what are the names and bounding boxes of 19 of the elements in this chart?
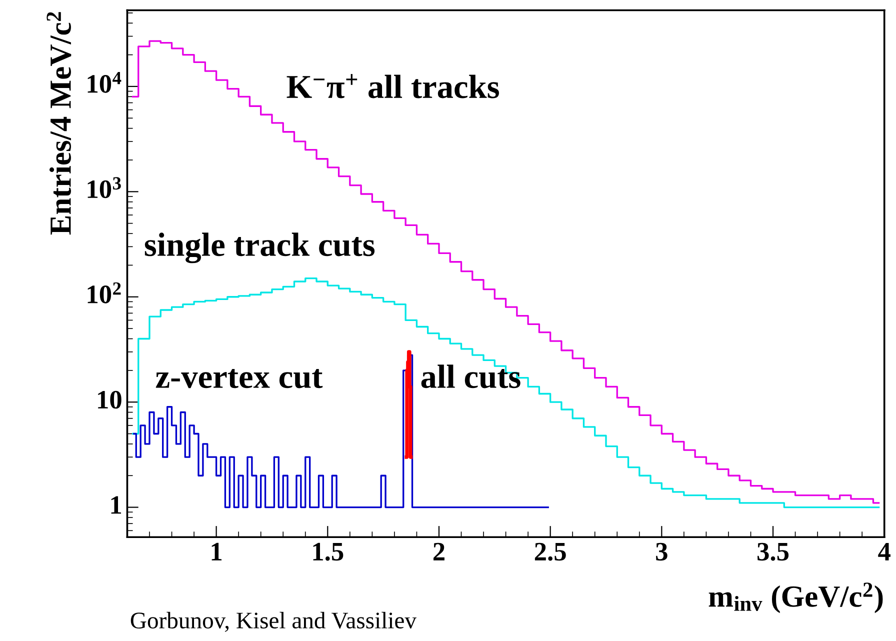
text: Gorbunov, Kisel and Vassiliev xyxy=(130,612,417,632)
x-tick-label: 1 xyxy=(212,542,222,560)
y-tick-label: 10$^{2}$ xyxy=(88,282,121,304)
y-tick-label: 10$^{4}$ xyxy=(88,72,122,93)
x-tick-label: 4 xyxy=(878,542,890,560)
x-tick-label: 3 xyxy=(656,542,668,561)
y-tick-label: 10$^{3}$ xyxy=(88,177,121,198)
x-tick-label: 3.5 xyxy=(758,542,789,561)
x-tick-label: 2 xyxy=(434,542,444,560)
annotation: z-vertex cut xyxy=(156,369,323,388)
annotation: all cuts xyxy=(421,364,520,388)
x-tick-label: 1.5 xyxy=(313,542,344,561)
annotation: single track cuts xyxy=(144,232,375,264)
y-tick-label: 10 xyxy=(98,390,122,409)
y-axis-title: Entries/4 MeV/c$^{2}$ xyxy=(46,12,72,235)
x-axis-title: m$_{inv}$ (GeV/c$^{2}$) xyxy=(708,582,883,614)
y-tick-label: 1 xyxy=(111,496,122,514)
x-tick-label: 2.5 xyxy=(534,542,566,561)
annotation: K$^{−}$π$^{+}$ all tracks xyxy=(286,74,499,98)
